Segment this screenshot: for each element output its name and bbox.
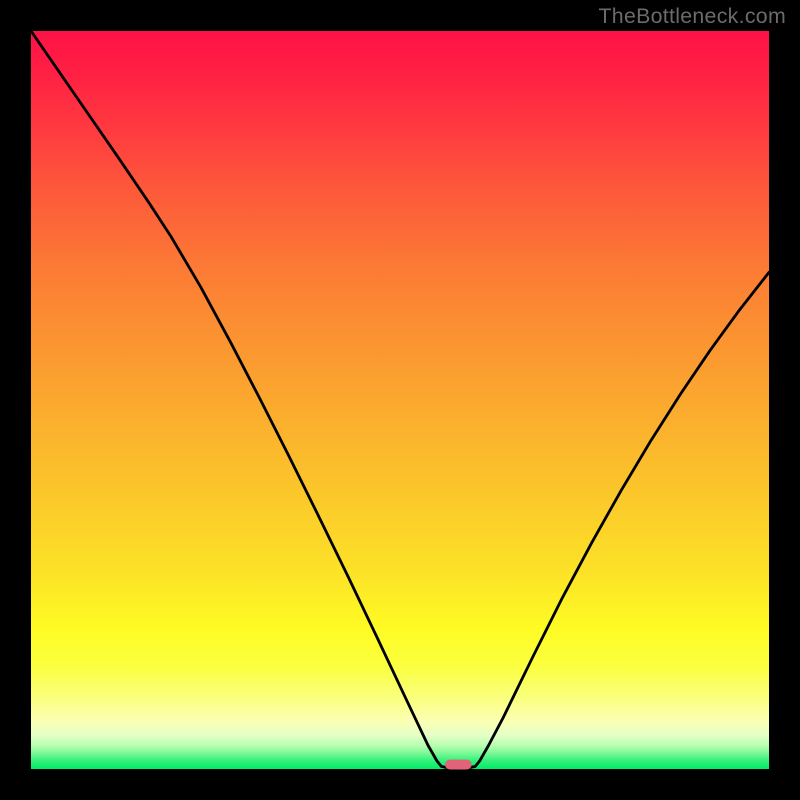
plot-background-gradient — [31, 31, 769, 769]
optimal-marker — [445, 760, 472, 770]
watermark-text: TheBottleneck.com — [598, 4, 786, 29]
bottleneck-chart — [0, 0, 800, 800]
